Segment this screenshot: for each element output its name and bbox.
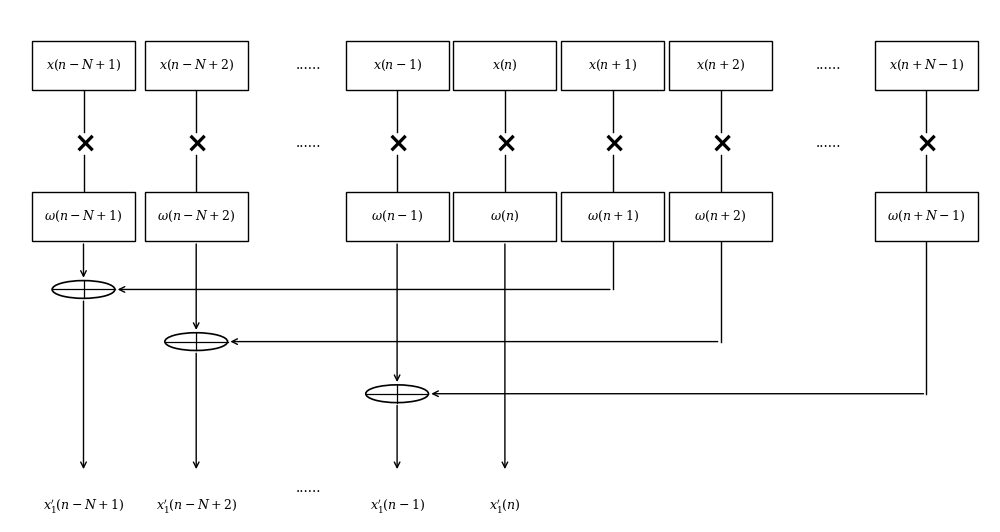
Text: $x_{1}'(n)$: $x_{1}'(n)$	[489, 498, 521, 516]
Bar	[669, 40, 772, 90]
Bar	[145, 40, 248, 90]
Text: $\mathbf{\times}$: $\mathbf{\times}$	[494, 129, 516, 157]
Text: $\mathbf{\times}$: $\mathbf{\times}$	[386, 129, 408, 157]
Text: $x(n-N+1)$: $x(n-N+1)$	[46, 58, 121, 73]
Text: ......: ......	[296, 59, 322, 72]
Bar	[453, 40, 556, 90]
Text: $x(n-N+2)$: $x(n-N+2)$	[159, 58, 234, 73]
Bar	[669, 192, 772, 241]
Text: $x(n+1)$: $x(n+1)$	[588, 58, 637, 73]
Bar	[875, 192, 978, 241]
Text: $\mathbf{\times}$: $\mathbf{\times}$	[602, 129, 624, 157]
Bar	[145, 192, 248, 241]
Ellipse shape	[165, 332, 228, 351]
Bar	[875, 40, 978, 90]
Text: $\omega(n-1)$: $\omega(n-1)$	[371, 209, 423, 224]
Text: $x_{1}'(n-N+2)$: $x_{1}'(n-N+2)$	[156, 498, 237, 516]
Text: ......: ......	[296, 480, 322, 495]
Text: ......: ......	[816, 137, 841, 151]
Text: $x_{1}'(n-1)$: $x_{1}'(n-1)$	[370, 498, 425, 516]
Text: $\omega(n-N+2)$: $\omega(n-N+2)$	[157, 209, 235, 224]
Bar	[561, 192, 664, 241]
Ellipse shape	[52, 280, 115, 298]
Bar	[453, 192, 556, 241]
Text: $x(n+N-1)$: $x(n+N-1)$	[889, 58, 964, 73]
Text: $\mathbf{\times}$: $\mathbf{\times}$	[915, 129, 937, 157]
Text: $\omega(n+1)$: $\omega(n+1)$	[587, 209, 639, 224]
Bar	[346, 40, 449, 90]
Text: $x(n)$: $x(n)$	[492, 58, 518, 73]
Bar	[32, 40, 135, 90]
Text: $x_{1}'(n-N+1)$: $x_{1}'(n-N+1)$	[43, 498, 124, 516]
Text: $\omega(n+2)$: $\omega(n+2)$	[694, 209, 747, 224]
Text: ......: ......	[296, 137, 322, 151]
Ellipse shape	[366, 385, 428, 403]
Bar	[32, 192, 135, 241]
Text: $\omega(n)$: $\omega(n)$	[490, 209, 519, 224]
Text: $\mathbf{\times}$: $\mathbf{\times}$	[185, 129, 207, 157]
Text: $\mathbf{\times}$: $\mathbf{\times}$	[73, 129, 94, 157]
Text: $\omega(n-N+1)$: $\omega(n-N+1)$	[44, 209, 123, 224]
Text: $\mathbf{\times}$: $\mathbf{\times}$	[710, 129, 731, 157]
Bar	[561, 40, 664, 90]
Text: $\omega(n+N-1)$: $\omega(n+N-1)$	[887, 209, 965, 224]
Bar	[346, 192, 449, 241]
Text: $x(n+2)$: $x(n+2)$	[696, 58, 745, 73]
Text: $x(n-1)$: $x(n-1)$	[373, 58, 422, 73]
Text: ......: ......	[816, 59, 841, 72]
